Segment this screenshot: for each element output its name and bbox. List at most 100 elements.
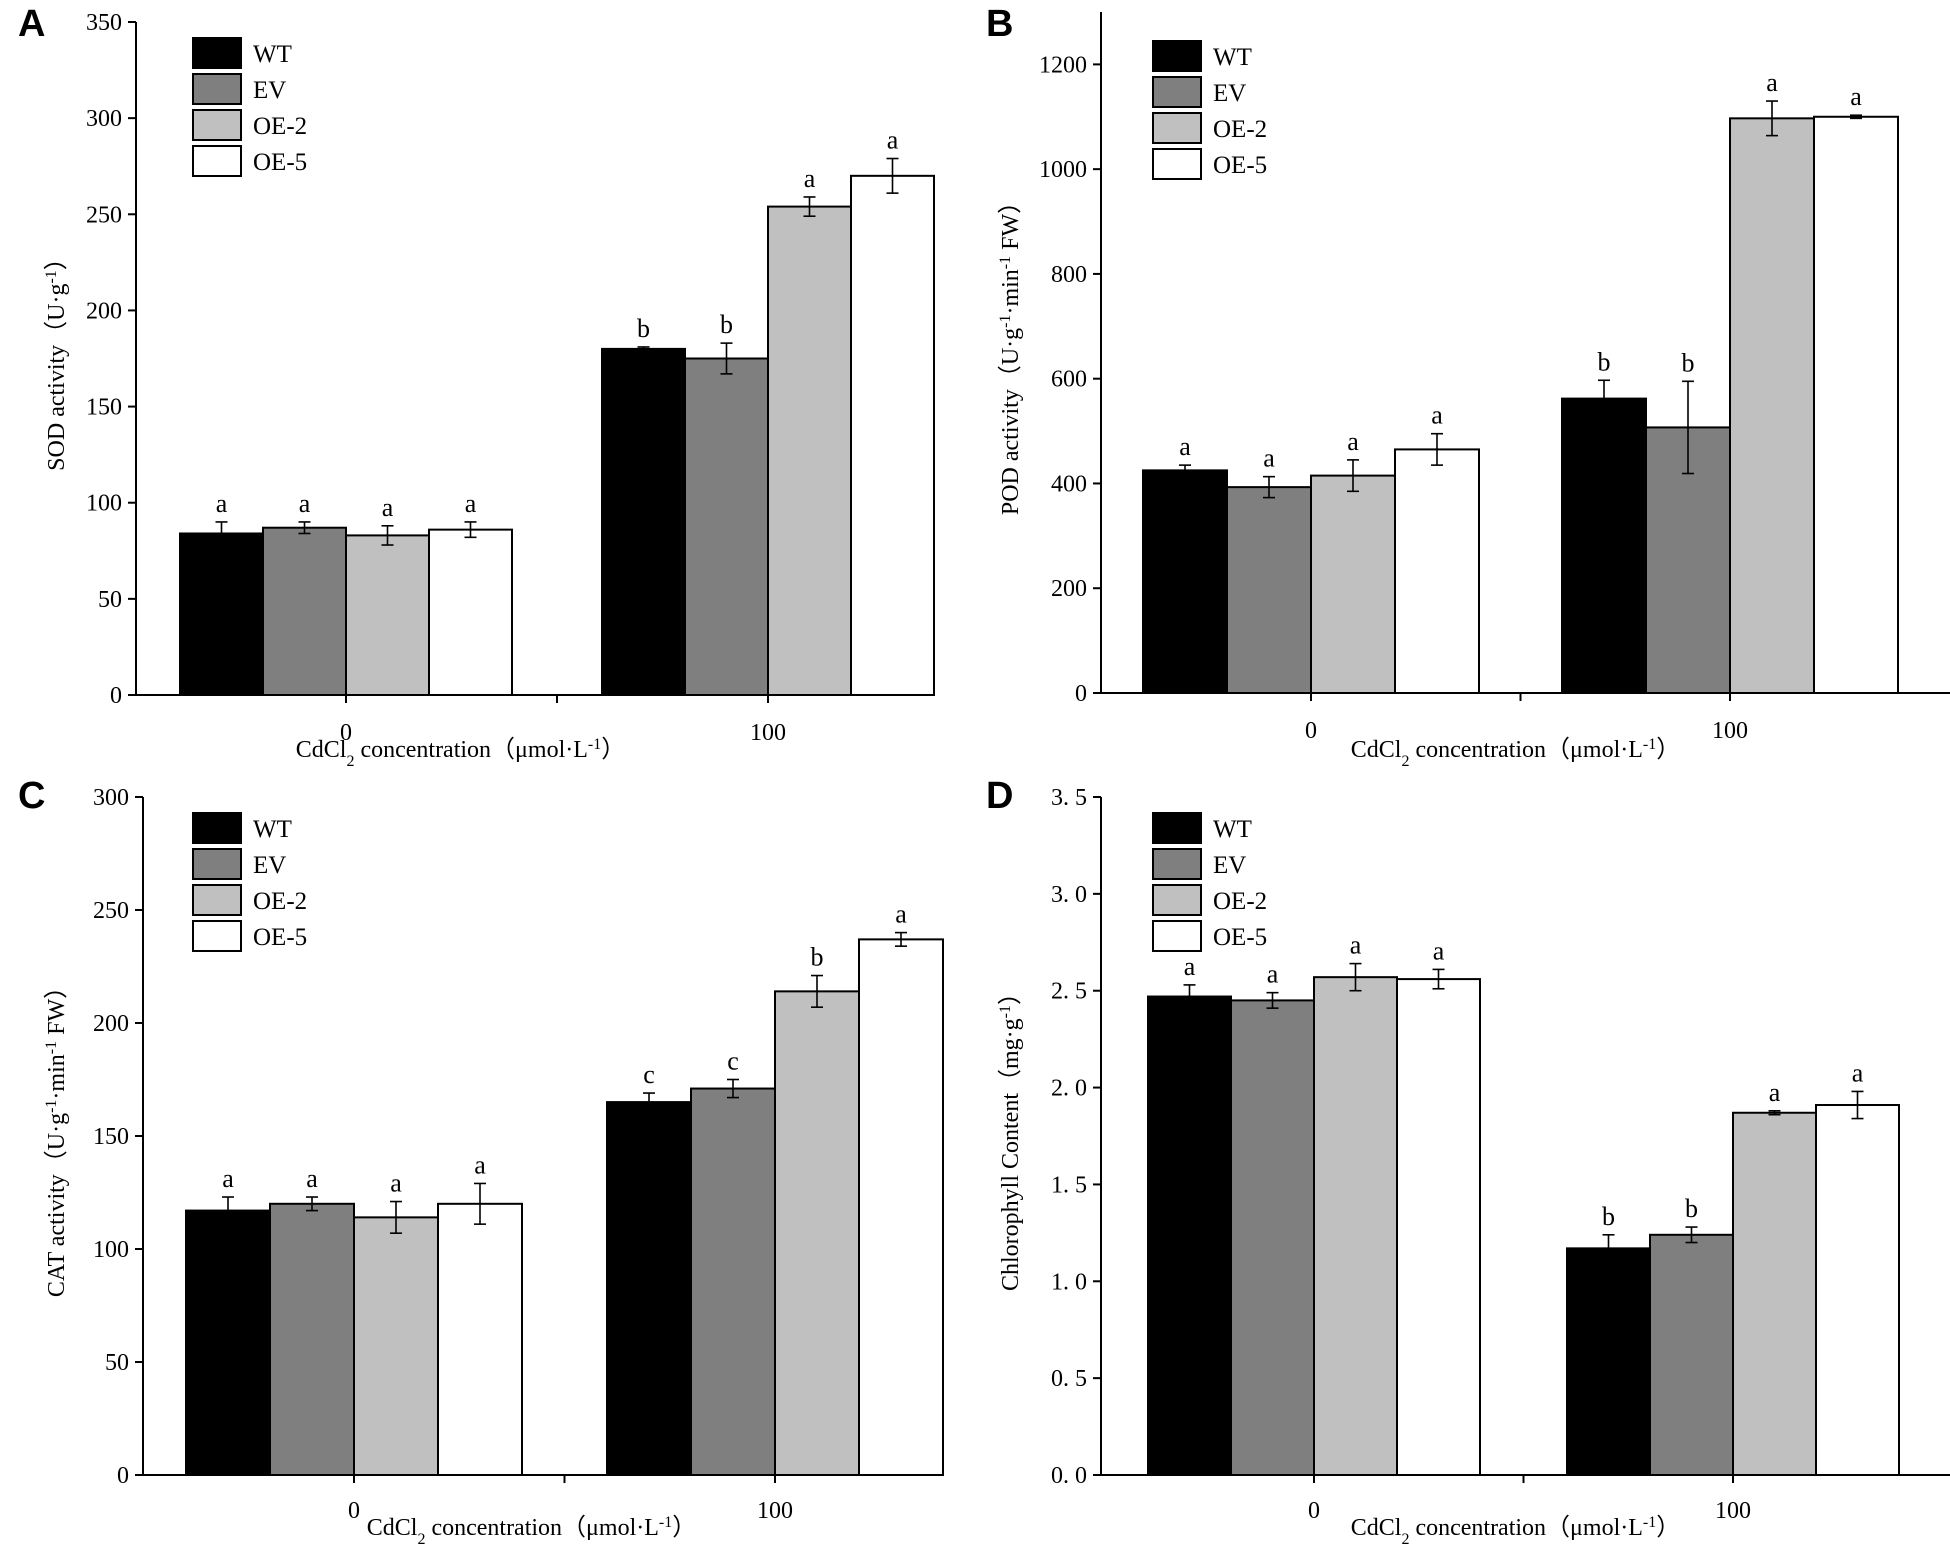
significance-letter: a: [1850, 82, 1862, 111]
significance-letter: b: [1682, 348, 1695, 377]
panel-letter-a: A: [18, 3, 45, 45]
legend-label-wt: WT: [253, 816, 292, 843]
panel-letter-c: C: [18, 775, 45, 817]
y-tick-label: 50: [98, 587, 122, 613]
significance-letter: a: [1179, 432, 1191, 461]
bar-oe-2-100: [774, 990, 860, 1476]
bar-oe-5-0: [428, 528, 513, 696]
bar-oe-2-0: [1313, 976, 1398, 1476]
bar-oe-5-100: [1813, 115, 1899, 695]
bar-ev-0: [1230, 999, 1315, 1477]
y-tick-label: 350: [86, 10, 122, 36]
significance-letter: a: [804, 164, 816, 193]
y-tick-label: 3. 5: [1051, 785, 1087, 811]
legend: WT EV OE-2 OE-5: [192, 37, 307, 177]
legend-swatch-wt: [192, 37, 242, 69]
significance-letter: a: [1350, 931, 1362, 960]
y-tick-label: 250: [86, 202, 122, 228]
legend-swatch-oe-5: [192, 920, 242, 952]
bar-wt-0: [1147, 995, 1232, 1476]
legend-label-ev: EV: [253, 77, 286, 104]
panel-letter-b: B: [986, 3, 1013, 45]
y-tick-label: 400: [1051, 471, 1087, 497]
y-tick-label: 200: [86, 298, 122, 324]
significance-letter: a: [887, 126, 899, 155]
bar-oe-5-100: [858, 938, 944, 1476]
significance-letter: a: [390, 1169, 402, 1198]
y-tick-label: 50: [105, 1350, 129, 1376]
legend-swatch-oe-2: [192, 109, 242, 141]
bar-wt-100: [1561, 397, 1647, 694]
y-axis-title: CAT activity（U·g-1·min-1 FW）: [43, 975, 71, 1297]
y-tick-label: 100: [93, 1237, 129, 1263]
chart-panel-a: Aa a a a b b a a 0 50 100 150 200 250 300 350 0 100 CdCl2 …: [18, 3, 935, 770]
y-tick-label: 250: [93, 898, 129, 924]
bar-wt-0: [1142, 469, 1228, 694]
bar-oe-2-100: [1732, 1111, 1817, 1476]
legend: WT EV OE-2 OE-5: [1152, 812, 1267, 952]
charts-layer: Aa a a a b b a a 0 50 100 150 200 250 300 350 0 100 CdCl2 …: [18, 3, 1950, 1548]
significance-letter: a: [299, 489, 311, 518]
chart-panel-c: Ca a a a c c b a 0 50 100 150 200 250 300 0 100 CdCl2 con…: [18, 775, 944, 1548]
y-axis-title: Chlorophyll Content（mg·g-1）: [997, 981, 1025, 1291]
legend-label-ev: EV: [1213, 852, 1246, 879]
significance-letter: c: [643, 1060, 655, 1089]
x-category-label: 0: [1305, 718, 1317, 744]
x-category-label: 100: [757, 1498, 793, 1524]
x-axis-title: CdCl2 concentration（μmol·L-1）: [296, 736, 625, 770]
legend-label-oe-5: OE-5: [1213, 924, 1267, 951]
legend-swatch-ev: [1152, 848, 1202, 880]
legend-swatch-wt: [1152, 812, 1202, 844]
bar-ev-100: [684, 357, 769, 696]
significance-letter: a: [306, 1164, 318, 1193]
significance-letter: b: [637, 314, 650, 343]
y-tick-label: 150: [93, 1124, 129, 1150]
y-tick-label: 300: [86, 106, 122, 132]
y-tick-label: 2. 0: [1051, 1076, 1087, 1102]
significance-letter: a: [1347, 427, 1359, 456]
significance-letter: b: [811, 943, 824, 972]
bar-ev-0: [269, 1202, 355, 1477]
significance-letter: a: [1852, 1058, 1864, 1087]
significance-letter: b: [1598, 347, 1611, 376]
legend-label-oe-2: OE-2: [253, 113, 307, 140]
significance-letter: a: [474, 1150, 486, 1179]
legend-label-wt: WT: [1213, 44, 1252, 71]
significance-letter: a: [1263, 444, 1275, 473]
legend-label-wt: WT: [253, 41, 292, 68]
significance-letter: b: [1685, 1194, 1698, 1223]
y-tick-label: 0. 0: [1051, 1463, 1087, 1489]
legend-label-oe-2: OE-2: [253, 888, 307, 915]
x-axis-title: CdCl2 concentration（μmol·L-1）: [367, 1514, 696, 1548]
y-tick-label: 0. 5: [1051, 1366, 1087, 1392]
y-tick-label: 300: [93, 785, 129, 811]
y-tick-label: 0: [117, 1463, 129, 1489]
y-tick-label: 1200: [1039, 52, 1087, 78]
legend-label-oe-5: OE-5: [1213, 152, 1267, 179]
y-tick-label: 600: [1051, 367, 1087, 393]
significance-letter: a: [1267, 960, 1279, 989]
x-axis-title: CdCl2 concentration（μmol·L-1）: [1351, 736, 1680, 770]
significance-letter: b: [720, 310, 733, 339]
y-tick-label: 800: [1051, 262, 1087, 288]
bar-oe-5-0: [437, 1202, 523, 1477]
x-category-label: 100: [750, 720, 786, 746]
x-category-label: 100: [1712, 718, 1748, 744]
significance-letter: a: [1433, 936, 1445, 965]
panel-letter-d: D: [986, 775, 1013, 817]
y-tick-label: 150: [86, 395, 122, 421]
legend-swatch-wt: [1152, 40, 1202, 72]
legend-label-oe-5: OE-5: [253, 924, 307, 951]
chart-panel-b: Ba a a a b b a a 0 200 400 600 800 1000 1200 0 100 CdCl2 …: [986, 3, 1950, 770]
bar-wt-0: [179, 532, 264, 696]
significance-letter: a: [1769, 1078, 1781, 1107]
y-tick-label: 1. 0: [1051, 1269, 1087, 1295]
significance-letter: c: [727, 1047, 739, 1076]
significance-letter: a: [216, 489, 228, 518]
y-axis-title: POD activity（U·g-1·min-1 FW）: [997, 190, 1025, 515]
bar-ev-100: [690, 1087, 776, 1477]
legend-swatch-oe-5: [1152, 920, 1202, 952]
y-tick-label: 1000: [1039, 157, 1087, 183]
x-category-label: 0: [348, 1498, 360, 1524]
